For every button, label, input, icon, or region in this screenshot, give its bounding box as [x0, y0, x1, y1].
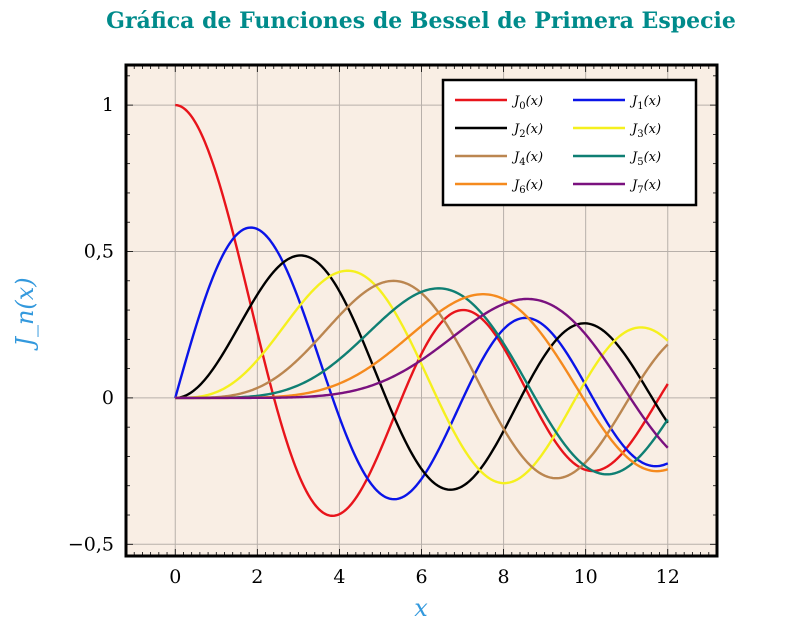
series-line-j0x [175, 103, 669, 518]
y-tick-label: 0,5 [84, 241, 114, 263]
legend-entry-label: J6(x) [511, 178, 543, 196]
legend-entry-label: J4(x) [511, 150, 543, 168]
legend-entry-label: J7(x) [629, 178, 661, 196]
legend-entry-label: J0(x) [511, 94, 543, 112]
x-tick-label: 8 [498, 566, 510, 588]
chart-title: Gráfica de Funciones de Bessel de Primer… [106, 8, 736, 34]
legend-entry-label: J2(x) [511, 122, 543, 140]
plot-frame [124, 63, 719, 558]
y-axis-label: J_n(x) [11, 277, 39, 351]
x-tick-label: 12 [656, 566, 680, 588]
y-tick-label: 0 [102, 387, 114, 409]
x-axis-label: x [414, 594, 428, 622]
y-tick-labels: −0,5 0 0,5 1 [68, 94, 114, 555]
y-tick-label: 1 [102, 94, 114, 116]
x-tick-label: 2 [251, 566, 263, 588]
legend-entry-label: J1(x) [629, 94, 661, 112]
series-line-j2x [175, 254, 669, 491]
x-tick-labels: 0 2 4 6 8 10 12 [169, 566, 680, 588]
legend-entry-label: J5(x) [629, 150, 661, 168]
y-tick-label: −0,5 [68, 533, 114, 555]
legend-entry-label: J3(x) [629, 122, 661, 140]
x-tick-label: 4 [333, 566, 345, 588]
curves [174, 103, 669, 518]
x-tick-label: 0 [169, 566, 181, 588]
series-line-j5x [175, 287, 669, 476]
x-tick-label: 6 [415, 566, 427, 588]
series-line-j3x [175, 269, 669, 485]
series-line-j1x [174, 226, 669, 501]
x-tick-label: 10 [574, 566, 598, 588]
series-line-j7x [175, 297, 669, 449]
legend: J0(x) J1(x) J2(x) J3(x) J4(x) J5(x) J6(x) J7(x) [441, 78, 698, 207]
